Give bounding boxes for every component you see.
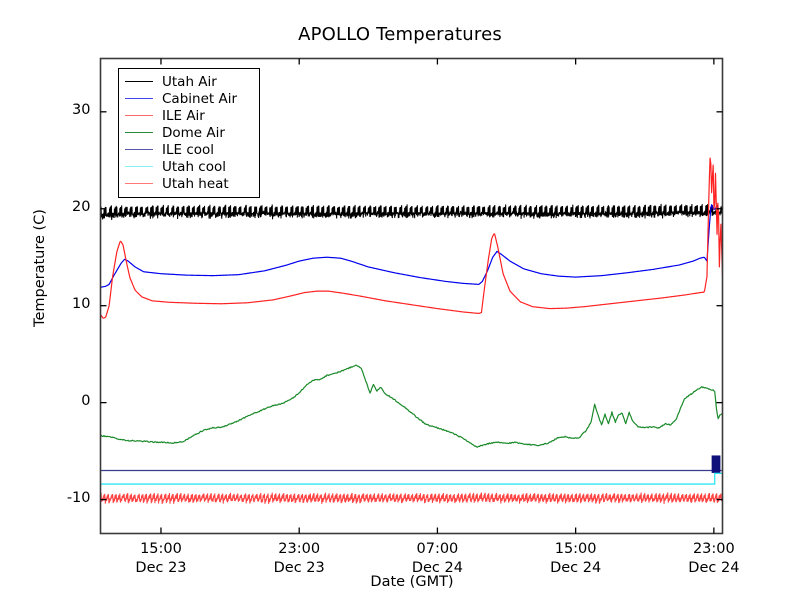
x-tick-label: 23:00 Dec 24 xyxy=(659,540,769,578)
y-tick-label: 0 xyxy=(81,392,91,409)
legend-item-utah-heat: Utah heat xyxy=(125,175,253,192)
x-tick-date: Dec 23 xyxy=(135,559,187,576)
legend-swatch-icon xyxy=(125,115,153,116)
legend-label: Cabinet Air xyxy=(162,90,238,107)
legend-item-ile-cool: ILE cool xyxy=(125,141,253,158)
legend-label: Utah heat xyxy=(162,175,229,192)
legend: Utah Air Cabinet Air ILE Air Dome Air ILE co… xyxy=(118,68,260,198)
legend-label: Utah cool xyxy=(162,158,226,175)
legend-swatch-icon xyxy=(125,166,153,167)
x-tick-date: Dec 24 xyxy=(411,559,463,576)
x-tick-date: Dec 24 xyxy=(688,559,740,576)
series-utah-cool xyxy=(100,472,723,485)
y-tick-label: 30 xyxy=(72,101,91,118)
axis-ticks xyxy=(100,58,723,534)
x-tick-date: Dec 23 xyxy=(273,559,325,576)
x-tick-label: 15:00 Dec 24 xyxy=(521,540,631,578)
x-tick-time: 07:00 xyxy=(416,540,459,557)
plot-border xyxy=(99,57,724,535)
series-dome-air xyxy=(100,364,723,448)
series-ile-air xyxy=(100,157,723,319)
y-tick-label: 20 xyxy=(72,198,91,215)
legend-swatch-icon xyxy=(125,98,153,99)
legend-item-utah-cool: Utah cool xyxy=(125,158,253,175)
series-ile-cool-block xyxy=(711,455,721,473)
x-tick-time: 23:00 xyxy=(692,540,735,557)
x-tick-date: Dec 24 xyxy=(550,559,602,576)
legend-item-cabinet-air: Cabinet Air xyxy=(125,90,253,107)
legend-swatch-icon xyxy=(125,149,153,150)
y-tick-label: 10 xyxy=(72,295,91,312)
legend-label: ILE cool xyxy=(162,141,215,158)
x-tick-label: 07:00 Dec 24 xyxy=(382,540,492,578)
legend-label: ILE Air xyxy=(162,107,205,124)
legend-item-ile-air: ILE Air xyxy=(125,107,253,124)
series-utah-air xyxy=(100,203,723,220)
x-tick-time: 15:00 xyxy=(140,540,182,557)
legend-item-dome-air: Dome Air xyxy=(125,124,253,141)
y-tick-label: -10 xyxy=(66,489,91,506)
x-tick-time: 15:00 xyxy=(554,540,597,557)
x-tick-time: 23:00 xyxy=(278,540,321,557)
plot-frame xyxy=(99,57,724,535)
legend-label: Dome Air xyxy=(162,124,225,141)
legend-item-utah-air: Utah Air xyxy=(125,73,253,90)
series-layer xyxy=(100,157,723,504)
legend-swatch-icon xyxy=(125,132,153,133)
legend-label: Utah Air xyxy=(162,73,217,90)
chart-title: APOLLO Temperatures xyxy=(298,24,502,45)
legend-swatch-icon xyxy=(125,183,153,184)
y-axis-label: Temperature (C) xyxy=(32,209,48,327)
x-axis-label: Date (GMT) xyxy=(370,574,454,590)
x-tick-label: 23:00 Dec 23 xyxy=(244,540,354,578)
series-utah-heat xyxy=(100,492,723,504)
legend-swatch-icon xyxy=(125,81,153,82)
x-tick-label: 15:00 Dec 23 xyxy=(106,540,216,578)
series-cabinet-air xyxy=(100,204,718,288)
